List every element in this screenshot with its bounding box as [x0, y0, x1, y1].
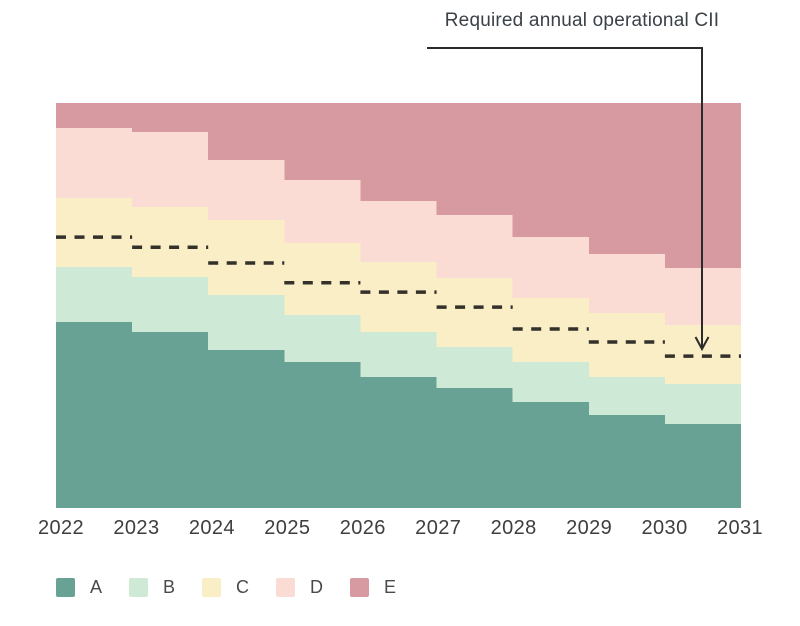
legend-item-D: D: [276, 577, 323, 598]
legend: A B C D E: [56, 577, 396, 598]
legend-item-B: B: [129, 577, 175, 598]
legend-swatch-A: [56, 578, 75, 597]
legend-label: E: [384, 577, 397, 597]
arrow-head-icon: [694, 336, 710, 352]
legend-label: B: [163, 577, 176, 597]
legend-swatch-B: [129, 578, 149, 597]
band-A-segment: [284, 362, 361, 508]
band-A-segment: [56, 322, 133, 508]
band-A-segment: [436, 388, 513, 508]
legend-item-A: A: [56, 577, 102, 598]
legend-label: D: [310, 577, 324, 597]
band-A-segment: [588, 414, 665, 508]
legend-label: A: [90, 577, 103, 597]
legend-label: C: [236, 577, 250, 597]
arrow-elbow-line: [427, 47, 703, 347]
legend-swatch-D: [276, 578, 296, 597]
legend-item-E: E: [350, 577, 396, 598]
legend-swatch-E: [350, 578, 370, 597]
annotation-arrow-icon: [427, 47, 710, 352]
rating-bands: [56, 103, 741, 509]
legend-swatch-C: [202, 578, 222, 597]
required-cii-annotation-label: Required annual operational CII: [444, 10, 720, 31]
legend-item-C: C: [202, 577, 249, 598]
band-A-segment: [512, 401, 589, 508]
band-A-segment: [664, 424, 741, 508]
required-cii-dashed-line: [56, 235, 741, 358]
band-A-segment: [208, 350, 285, 508]
band-A-segment: [132, 331, 209, 508]
band-A-segment: [360, 377, 437, 508]
